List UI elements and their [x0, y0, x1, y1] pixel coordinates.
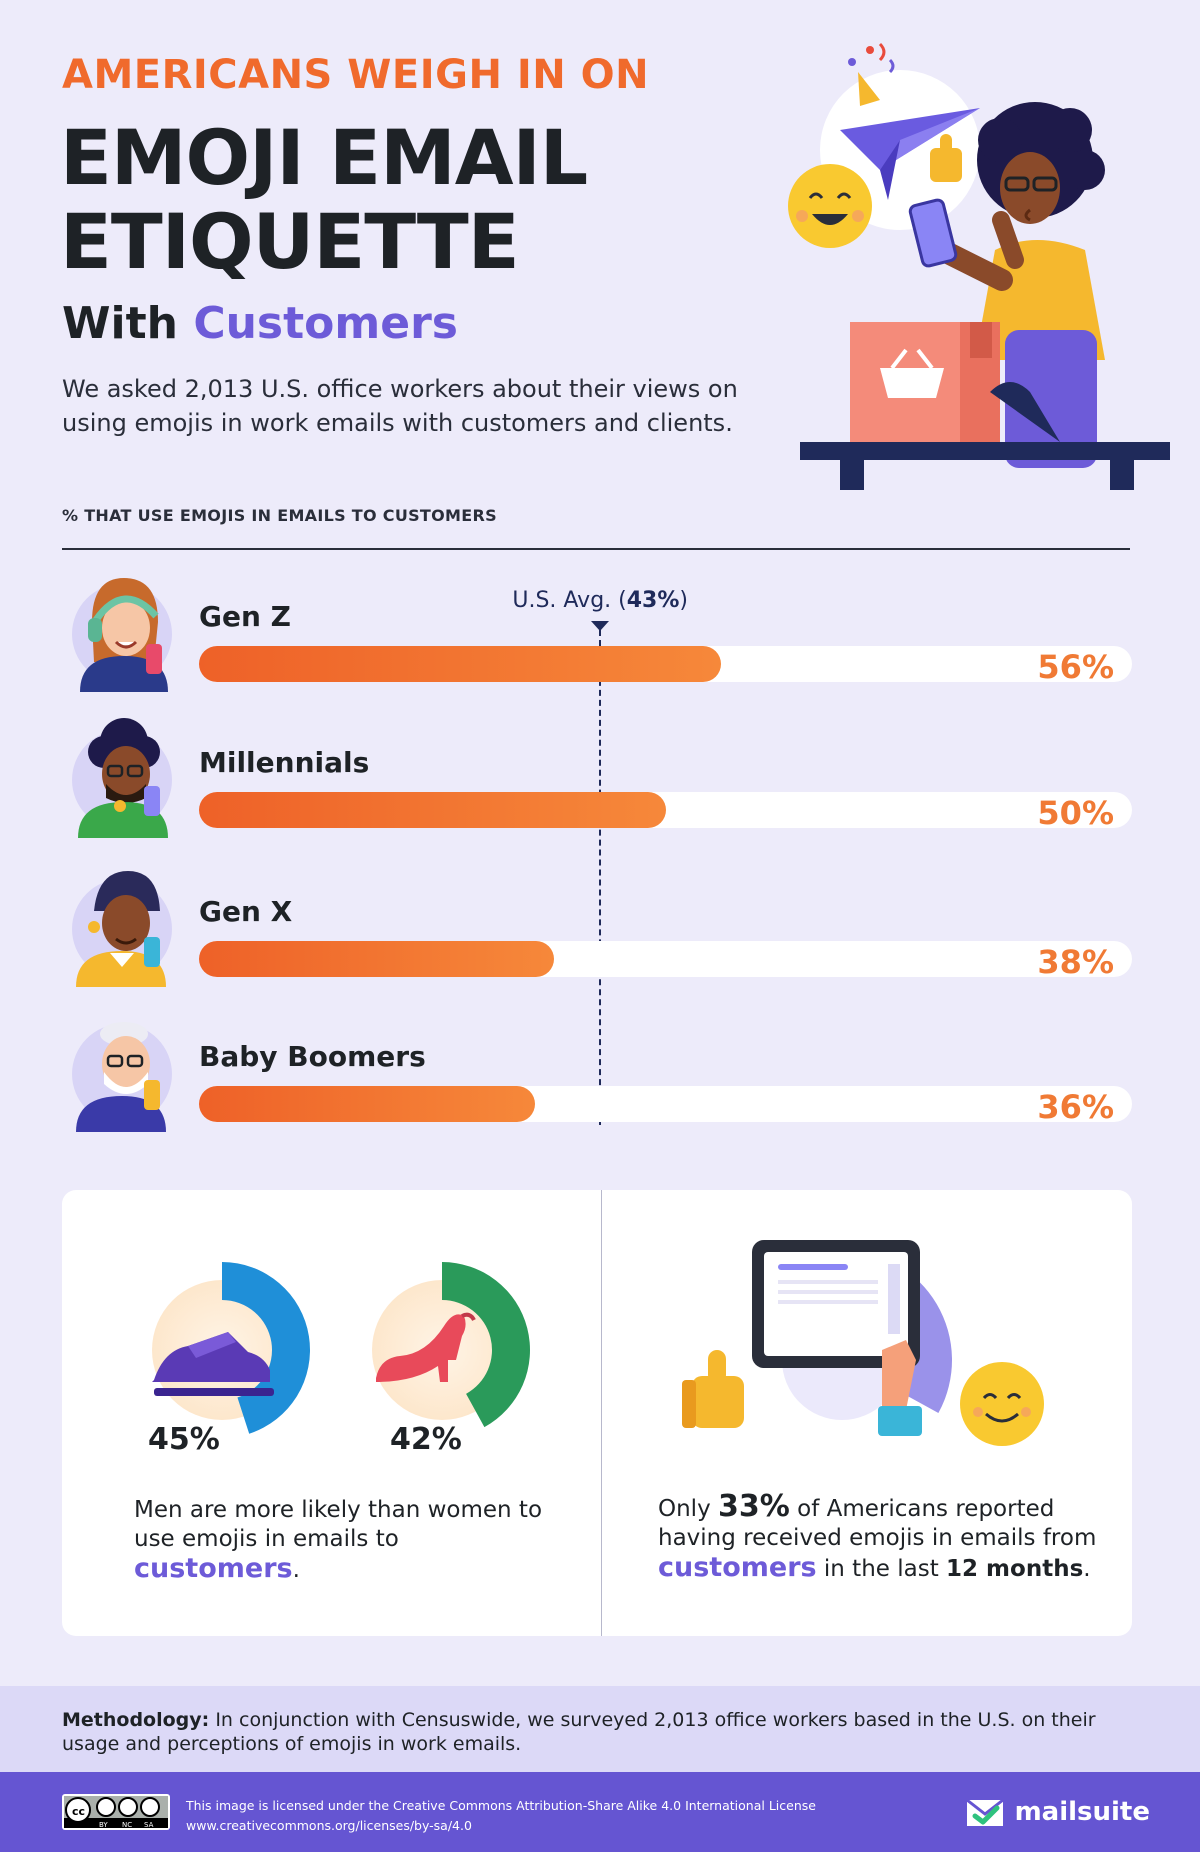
average-marker-icon [591, 621, 610, 631]
bar-track-gen-x: 38% [199, 941, 1132, 981]
bar-value-gen-x: 38% [1037, 943, 1114, 981]
stats-panel: 45% 42% Men are more likely than women t… [62, 1190, 1132, 1636]
subtitle-accent: Customers [193, 298, 458, 349]
cc-label-sa: SA [144, 1821, 154, 1829]
bar-row-gen-x: Gen X 38% [62, 857, 1132, 997]
subtitle: With Customers [62, 298, 458, 349]
license-text: This image is licensed under the Creativ… [186, 1796, 816, 1836]
bar-gen-z [199, 646, 722, 682]
women-pct: 42% [390, 1422, 462, 1457]
cc-label-nc: NC [122, 1821, 132, 1829]
smile-emoji-icon [788, 164, 872, 248]
received-pct: 33% [718, 1489, 790, 1524]
bar-baby-boomers [199, 1086, 535, 1122]
bar-row-gen-z: Gen Z 56% [62, 562, 1132, 702]
millennials-avatar-icon [72, 718, 172, 838]
svg-text:cc: cc [72, 1805, 85, 1818]
bar-gen-x [199, 941, 554, 977]
creative-commons-icon: cc BY NC SA [62, 1794, 170, 1830]
gen-x-avatar-icon [72, 871, 172, 987]
average-label-prefix: U.S. Avg. ( [512, 588, 627, 613]
baby-boomers-avatar-icon [72, 1022, 172, 1132]
gender-text-accent: customers [134, 1553, 293, 1584]
license-line-1: This image is licensed under the Creativ… [186, 1798, 816, 1813]
high-heel-icon [376, 1312, 476, 1382]
received-pre: Only [658, 1496, 711, 1522]
bar-track-millennials: 50% [199, 792, 1132, 832]
party-popper-icon [848, 42, 895, 106]
title-line-2: ETIQUETTE [60, 197, 520, 286]
bar-value-baby-boomers: 36% [1037, 1088, 1114, 1126]
thumbs-up-icon [930, 134, 962, 182]
smile-emoji-icon [960, 1362, 1044, 1446]
received-text-line-1: Only 33% of Americans reported [658, 1492, 1118, 1524]
received-text: Only 33% of Americans reported having re… [658, 1492, 1118, 1584]
gender-text-line-2-suffix: . [292, 1557, 300, 1583]
bar-millennials [199, 792, 666, 828]
bar-label-millennials: Millennials [199, 746, 370, 779]
intro-text: We asked 2,013 U.S. office workers about… [62, 375, 738, 437]
methodology-text: Methodology: In conjunction with Censusw… [62, 1708, 1122, 1756]
brand-name: mailsuite [1014, 1797, 1150, 1827]
average-label-value: 43% [626, 588, 680, 613]
tablet-icon [752, 1240, 920, 1368]
bar-track-gen-z: 56% [199, 646, 1132, 686]
kicker-heading: AMERICANS WEIGH IN ON [62, 52, 650, 98]
subtitle-prefix: With [62, 298, 178, 349]
bar-row-millennials: Millennials 50% [62, 708, 1132, 848]
women-gauge [372, 1262, 530, 1428]
bar-label-baby-boomers: Baby Boomers [199, 1040, 426, 1073]
men-pct: 45% [148, 1422, 220, 1457]
average-label: U.S. Avg. (43%) [512, 588, 688, 613]
gender-text-line-1: Men are more likely than women to [134, 1497, 543, 1523]
paper-plane-icon [840, 108, 980, 200]
person-illustration [908, 102, 1105, 468]
bar-row-baby-boomers: Baby Boomers 36% [62, 1002, 1132, 1142]
tablet-illustration [682, 1240, 1044, 1446]
average-reference-line [599, 630, 602, 1125]
shopping-basket-icon [850, 322, 1000, 442]
shoe-icon [152, 1332, 274, 1396]
bar-track-baby-boomers: 36% [199, 1086, 1132, 1126]
panel-divider [601, 1190, 602, 1636]
received-accent: customers [658, 1552, 817, 1583]
thumbs-up-icon [682, 1350, 744, 1428]
methodology-body: In conjunction with Censuswide, we surve… [62, 1709, 1096, 1755]
phone-icon [908, 198, 958, 268]
received-text-line-2: having received emojis in emails from [658, 1525, 1097, 1551]
average-label-suffix: ) [679, 588, 689, 613]
methodology-label: Methodology: [62, 1709, 210, 1731]
bar-value-gen-z: 56% [1037, 648, 1114, 686]
cc-label-by: BY [99, 1821, 108, 1829]
title-line-1: EMOJI EMAIL [60, 113, 588, 202]
received-line3-end: . [1083, 1556, 1091, 1582]
men-gauge [152, 1262, 310, 1434]
received-line3-mid: in the last [823, 1556, 939, 1582]
license-link[interactable]: www.creativecommons.org/licenses/by-sa/4… [186, 1818, 472, 1833]
chart-title: % THAT USE EMOJIS IN EMAILS TO CUSTOMERS [62, 506, 497, 525]
received-text-line-3: customers in the last 12 months. [658, 1553, 1118, 1584]
brand-logo[interactable]: mailsuite [965, 1790, 1150, 1834]
hero-illustration [788, 42, 1170, 490]
received-line1-post: of Americans reported [797, 1496, 1055, 1522]
footer: cc BY NC SA This image is licensed under… [0, 1772, 1200, 1852]
gen-z-avatar-icon [72, 578, 172, 692]
chart-divider [62, 548, 1130, 550]
bar-label-gen-x: Gen X [199, 895, 293, 928]
mailsuite-logo-icon [965, 1798, 1004, 1826]
gender-text: Men are more likely than women to use em… [134, 1496, 554, 1585]
hand-icon [882, 1340, 916, 1418]
gender-text-line-2: use emojis in emails to customers. [134, 1525, 554, 1585]
page-title: EMOJI EMAIL ETIQUETTE [60, 113, 588, 286]
received-line3-bold: 12 months [946, 1556, 1084, 1582]
bar-value-millennials: 50% [1037, 794, 1114, 832]
methodology-section: Methodology: In conjunction with Censusw… [0, 1686, 1200, 1772]
gender-text-line-2-prefix: use emojis in emails to [134, 1526, 399, 1552]
bar-label-gen-z: Gen Z [199, 600, 291, 633]
table-illustration [800, 382, 1170, 490]
